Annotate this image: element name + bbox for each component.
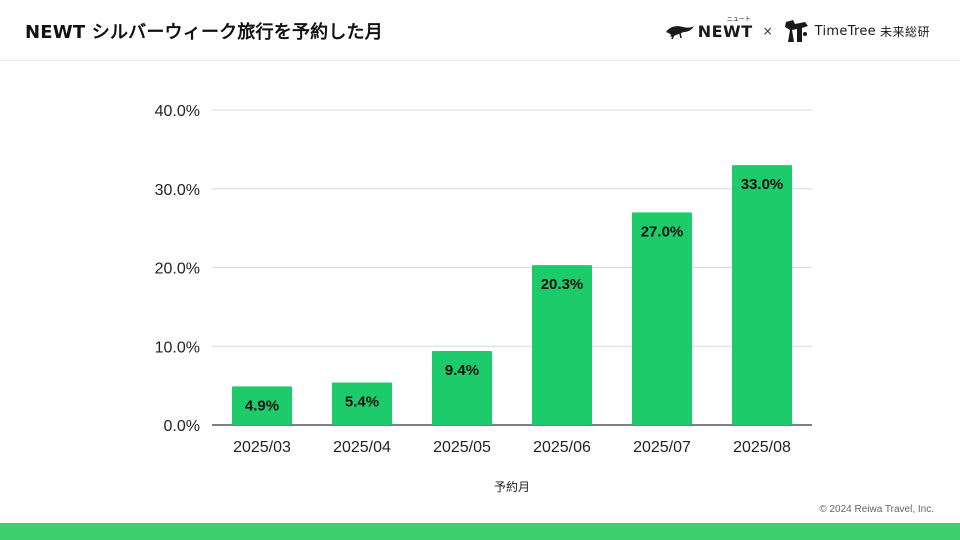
x-tick-label: 2025/05 bbox=[433, 439, 491, 456]
bar-value-label: 27.0% bbox=[641, 223, 684, 240]
timetree-mark-icon bbox=[784, 20, 808, 42]
x-tick-label: 2025/07 bbox=[633, 439, 691, 456]
bar-value-label: 33.0% bbox=[741, 176, 784, 193]
bars bbox=[232, 165, 792, 425]
y-axis-ticks: 0.0% 10.0% 20.0% 30.0% 40.0% bbox=[155, 103, 200, 435]
bar-value-labels: 4.9% 5.4% 9.4% 20.3% 27.0% 33.0% bbox=[245, 176, 783, 414]
bar-2025-04 bbox=[332, 382, 392, 425]
copyright-text: © 2024 Reiwa Travel, Inc. bbox=[819, 504, 934, 515]
x-axis-ticks: 2025/03 2025/04 2025/05 2025/06 2025/07 2025/… bbox=[233, 439, 791, 456]
grid-layer bbox=[212, 109, 812, 426]
x-tick-label: 2025/03 bbox=[233, 439, 291, 456]
y-tick-label: 30.0% bbox=[155, 182, 200, 199]
bar-2025-06 bbox=[532, 265, 592, 425]
newt-logo-text: NEWT bbox=[697, 21, 753, 41]
x-tick-label: 2025/06 bbox=[533, 439, 591, 456]
bar-value-label: 4.9% bbox=[245, 397, 279, 414]
y-tick-label: 0.0% bbox=[164, 418, 200, 435]
page-title: NEWT シルバーウィーク旅行を予約した月 bbox=[25, 22, 383, 43]
bar-2025-07 bbox=[632, 212, 692, 425]
bar-2025-05 bbox=[432, 350, 492, 425]
newt-lizard-icon bbox=[665, 26, 694, 40]
header: NEWT シルバーウィーク旅行を予約した月 NEWT ニュート × TimeTr… bbox=[0, 0, 960, 61]
newt-logo: NEWT ニュート bbox=[665, 16, 753, 41]
bar-value-label: 20.3% bbox=[541, 276, 584, 293]
footer-band bbox=[0, 523, 960, 540]
newt-ruby-text: ニュート bbox=[726, 15, 751, 23]
bar-value-label: 9.4% bbox=[445, 362, 479, 379]
logo-group: NEWT ニュート × TimeTree 未来総研 bbox=[665, 16, 930, 44]
x-tick-label: 2025/08 bbox=[733, 439, 791, 456]
y-tick-label: 20.0% bbox=[155, 261, 200, 278]
timetree-logo: TimeTree 未来総研 bbox=[783, 18, 930, 44]
collab-cross: × bbox=[762, 24, 773, 38]
bar-2025-03 bbox=[232, 386, 292, 425]
y-tick-label: 10.0% bbox=[155, 339, 200, 356]
timetree-logo-text: TimeTree bbox=[814, 23, 876, 39]
bar-2025-08 bbox=[732, 165, 792, 425]
x-axis-title: 予約月 bbox=[494, 479, 530, 494]
bar-value-label: 5.4% bbox=[345, 393, 379, 410]
y-tick-label: 40.0% bbox=[155, 103, 200, 120]
timetree-jp-text: 未来総研 bbox=[879, 24, 930, 39]
x-tick-label: 2025/04 bbox=[333, 439, 391, 456]
